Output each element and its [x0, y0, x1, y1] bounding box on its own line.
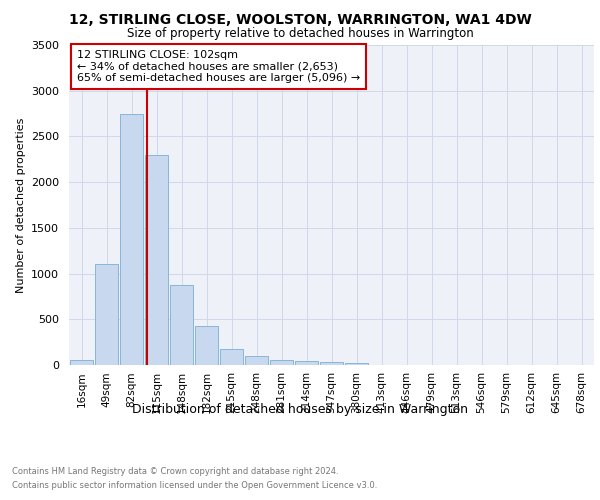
- Bar: [344, 362, 368, 365]
- Bar: [70, 360, 94, 365]
- Bar: [269, 360, 293, 365]
- Bar: [220, 349, 244, 365]
- Text: Contains public sector information licensed under the Open Government Licence v3: Contains public sector information licen…: [12, 481, 377, 490]
- Bar: [170, 284, 193, 365]
- Y-axis label: Number of detached properties: Number of detached properties: [16, 118, 26, 292]
- Bar: [295, 360, 319, 365]
- Bar: [320, 362, 343, 365]
- Bar: [119, 114, 143, 365]
- Bar: [145, 154, 169, 365]
- Text: Contains HM Land Registry data © Crown copyright and database right 2024.: Contains HM Land Registry data © Crown c…: [12, 468, 338, 476]
- Text: 12 STIRLING CLOSE: 102sqm
← 34% of detached houses are smaller (2,653)
65% of se: 12 STIRLING CLOSE: 102sqm ← 34% of detac…: [77, 50, 360, 83]
- Text: Distribution of detached houses by size in Warrington: Distribution of detached houses by size …: [132, 402, 468, 415]
- Text: Size of property relative to detached houses in Warrington: Size of property relative to detached ho…: [127, 28, 473, 40]
- Bar: [194, 326, 218, 365]
- Bar: [245, 356, 268, 365]
- Text: 12, STIRLING CLOSE, WOOLSTON, WARRINGTON, WA1 4DW: 12, STIRLING CLOSE, WOOLSTON, WARRINGTON…: [68, 12, 532, 26]
- Bar: [95, 264, 118, 365]
